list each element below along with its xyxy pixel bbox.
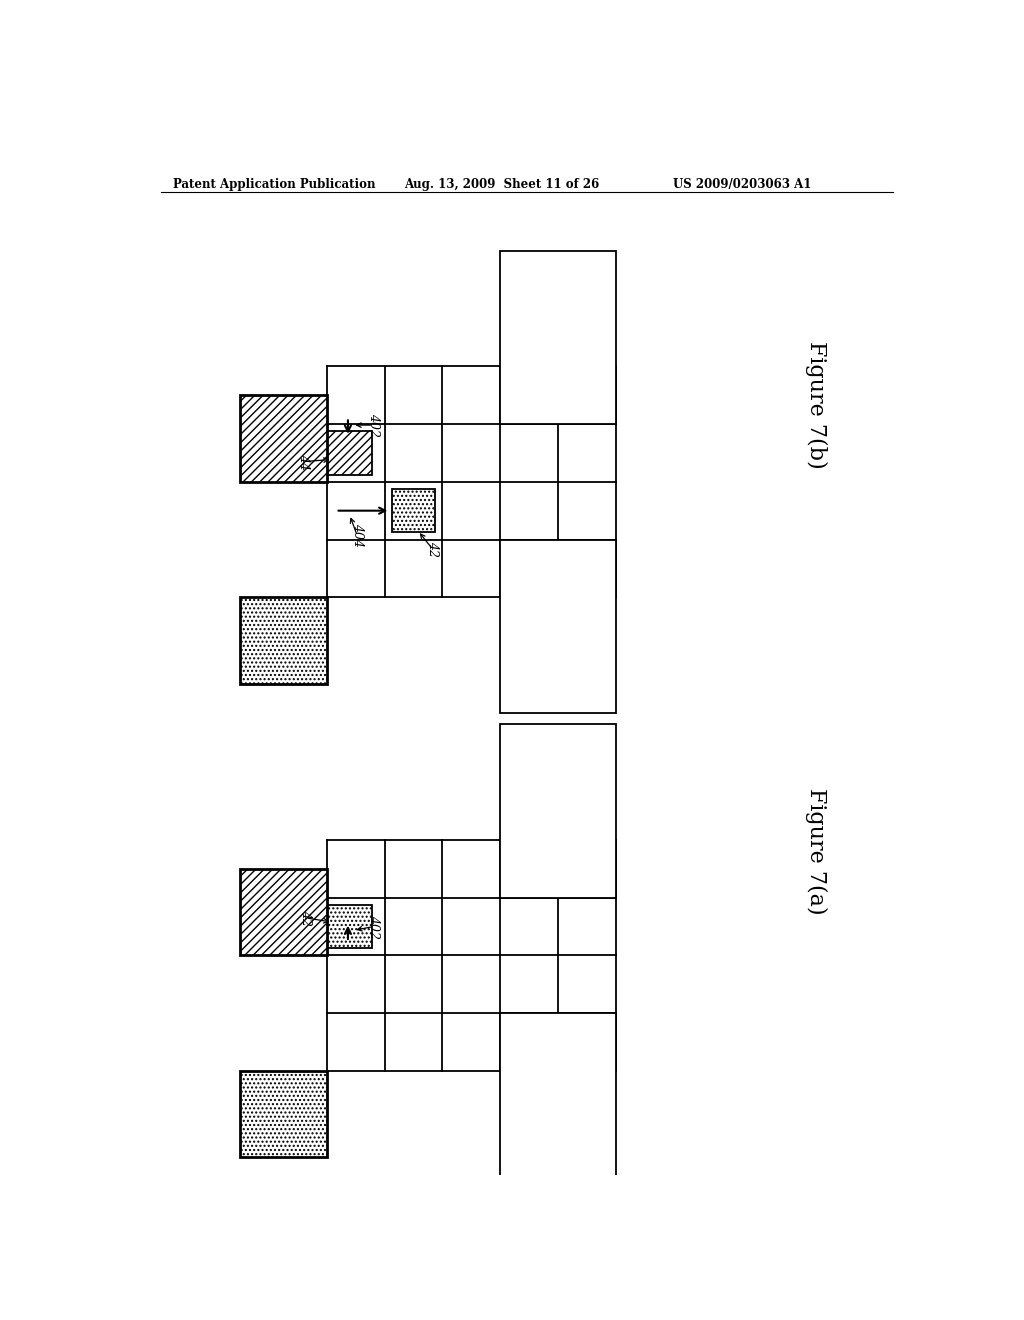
- Text: 42: 42: [426, 541, 439, 557]
- Bar: [500, 540, 615, 713]
- Bar: [500, 1014, 615, 1071]
- Bar: [500, 251, 615, 424]
- Bar: [241, 1071, 327, 1158]
- Bar: [241, 598, 327, 684]
- Bar: [329, 904, 372, 948]
- Text: US 2009/0203063 A1: US 2009/0203063 A1: [674, 178, 812, 190]
- Text: 402: 402: [367, 915, 380, 939]
- Text: Patent Application Publication: Patent Application Publication: [173, 178, 376, 190]
- Text: Figure 7(b): Figure 7(b): [805, 341, 827, 469]
- Text: Figure 7(a): Figure 7(a): [805, 788, 827, 915]
- Bar: [241, 395, 327, 482]
- Text: 42: 42: [299, 909, 312, 925]
- Bar: [500, 367, 615, 424]
- Bar: [500, 725, 615, 898]
- Bar: [241, 869, 327, 956]
- Bar: [500, 1014, 615, 1187]
- Text: 44: 44: [297, 454, 310, 470]
- Bar: [392, 488, 435, 532]
- Bar: [329, 432, 372, 475]
- Text: 404: 404: [350, 523, 364, 548]
- Text: 402: 402: [367, 413, 380, 437]
- Bar: [500, 540, 615, 598]
- Bar: [500, 840, 615, 898]
- Text: Aug. 13, 2009  Sheet 11 of 26: Aug. 13, 2009 Sheet 11 of 26: [403, 178, 599, 190]
